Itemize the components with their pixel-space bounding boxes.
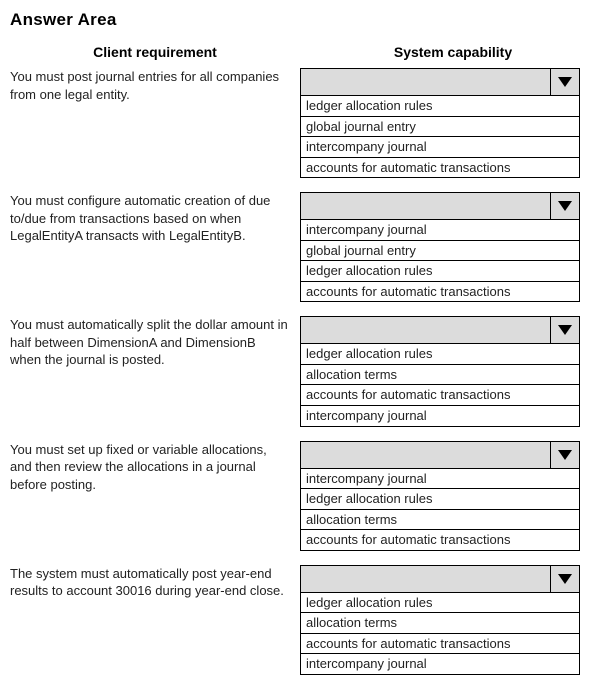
dropdown-box: ledger allocation rulesglobal journal en… (300, 68, 580, 178)
dropdown-box: intercompany journalledger allocation ru… (300, 441, 580, 551)
answer-row: You must post journal entries for all co… (10, 68, 606, 178)
requirement-text: You must post journal entries for all co… (10, 68, 300, 103)
capability-cell: ledger allocation rulesallocation termsa… (300, 316, 606, 426)
columns-header: Client requirement System capability (10, 44, 606, 60)
dropdown-option[interactable]: allocation terms (301, 509, 579, 530)
chevron-down-icon[interactable] (551, 317, 579, 343)
dropdown-header[interactable] (301, 193, 579, 219)
dropdown-box: intercompany journalglobal journal entry… (300, 192, 580, 302)
capability-cell: intercompany journalglobal journal entry… (300, 192, 606, 302)
dropdown-option[interactable]: accounts for automatic transactions (301, 157, 579, 178)
dropdown-option[interactable]: global journal entry (301, 116, 579, 137)
answer-row: You must set up fixed or variable alloca… (10, 441, 606, 551)
dropdown-option[interactable]: intercompany journal (301, 653, 579, 674)
capability-cell: intercompany journalledger allocation ru… (300, 441, 606, 551)
dropdown-option[interactable]: ledger allocation rules (301, 95, 579, 116)
capability-cell: ledger allocation rulesallocation termsa… (300, 565, 606, 675)
answer-row: The system must automatically post year-… (10, 565, 606, 675)
requirement-text: You must set up fixed or variable alloca… (10, 441, 300, 494)
chevron-down-icon[interactable] (551, 566, 579, 592)
chevron-down-icon[interactable] (551, 193, 579, 219)
requirement-text: You must automatically split the dollar … (10, 316, 300, 369)
dropdown-option[interactable]: intercompany journal (301, 468, 579, 489)
dropdown-selected-blank (301, 69, 551, 95)
dropdown-box: ledger allocation rulesallocation termsa… (300, 565, 580, 675)
dropdown-option[interactable]: ledger allocation rules (301, 488, 579, 509)
chevron-down-icon[interactable] (551, 69, 579, 95)
requirement-text: The system must automatically post year-… (10, 565, 300, 600)
dropdown-option[interactable]: allocation terms (301, 612, 579, 633)
dropdown-selected-blank (301, 317, 551, 343)
requirement-text: You must configure automatic creation of… (10, 192, 300, 245)
dropdown-header[interactable] (301, 442, 579, 468)
system-capability-header: System capability (300, 44, 606, 60)
dropdown-option[interactable]: accounts for automatic transactions (301, 281, 579, 302)
dropdown-header[interactable] (301, 69, 579, 95)
page-title: Answer Area (10, 10, 606, 30)
dropdown-selected-blank (301, 442, 551, 468)
dropdown-selected-blank (301, 566, 551, 592)
answer-row: You must automatically split the dollar … (10, 316, 606, 426)
dropdown-selected-blank (301, 193, 551, 219)
dropdown-option[interactable]: ledger allocation rules (301, 592, 579, 613)
dropdown-option[interactable]: ledger allocation rules (301, 260, 579, 281)
dropdown-option[interactable]: accounts for automatic transactions (301, 529, 579, 550)
dropdown-option[interactable]: ledger allocation rules (301, 343, 579, 364)
dropdown-box: ledger allocation rulesallocation termsa… (300, 316, 580, 426)
dropdown-header[interactable] (301, 566, 579, 592)
dropdown-option[interactable]: accounts for automatic transactions (301, 384, 579, 405)
chevron-down-icon[interactable] (551, 442, 579, 468)
dropdown-option[interactable]: global journal entry (301, 240, 579, 261)
dropdown-option[interactable]: intercompany journal (301, 219, 579, 240)
client-requirement-header: Client requirement (10, 44, 300, 60)
dropdown-option[interactable]: allocation terms (301, 364, 579, 385)
dropdown-option[interactable]: accounts for automatic transactions (301, 633, 579, 654)
dropdown-option[interactable]: intercompany journal (301, 405, 579, 426)
dropdown-header[interactable] (301, 317, 579, 343)
answer-row: You must configure automatic creation of… (10, 192, 606, 302)
capability-cell: ledger allocation rulesglobal journal en… (300, 68, 606, 178)
dropdown-option[interactable]: intercompany journal (301, 136, 579, 157)
